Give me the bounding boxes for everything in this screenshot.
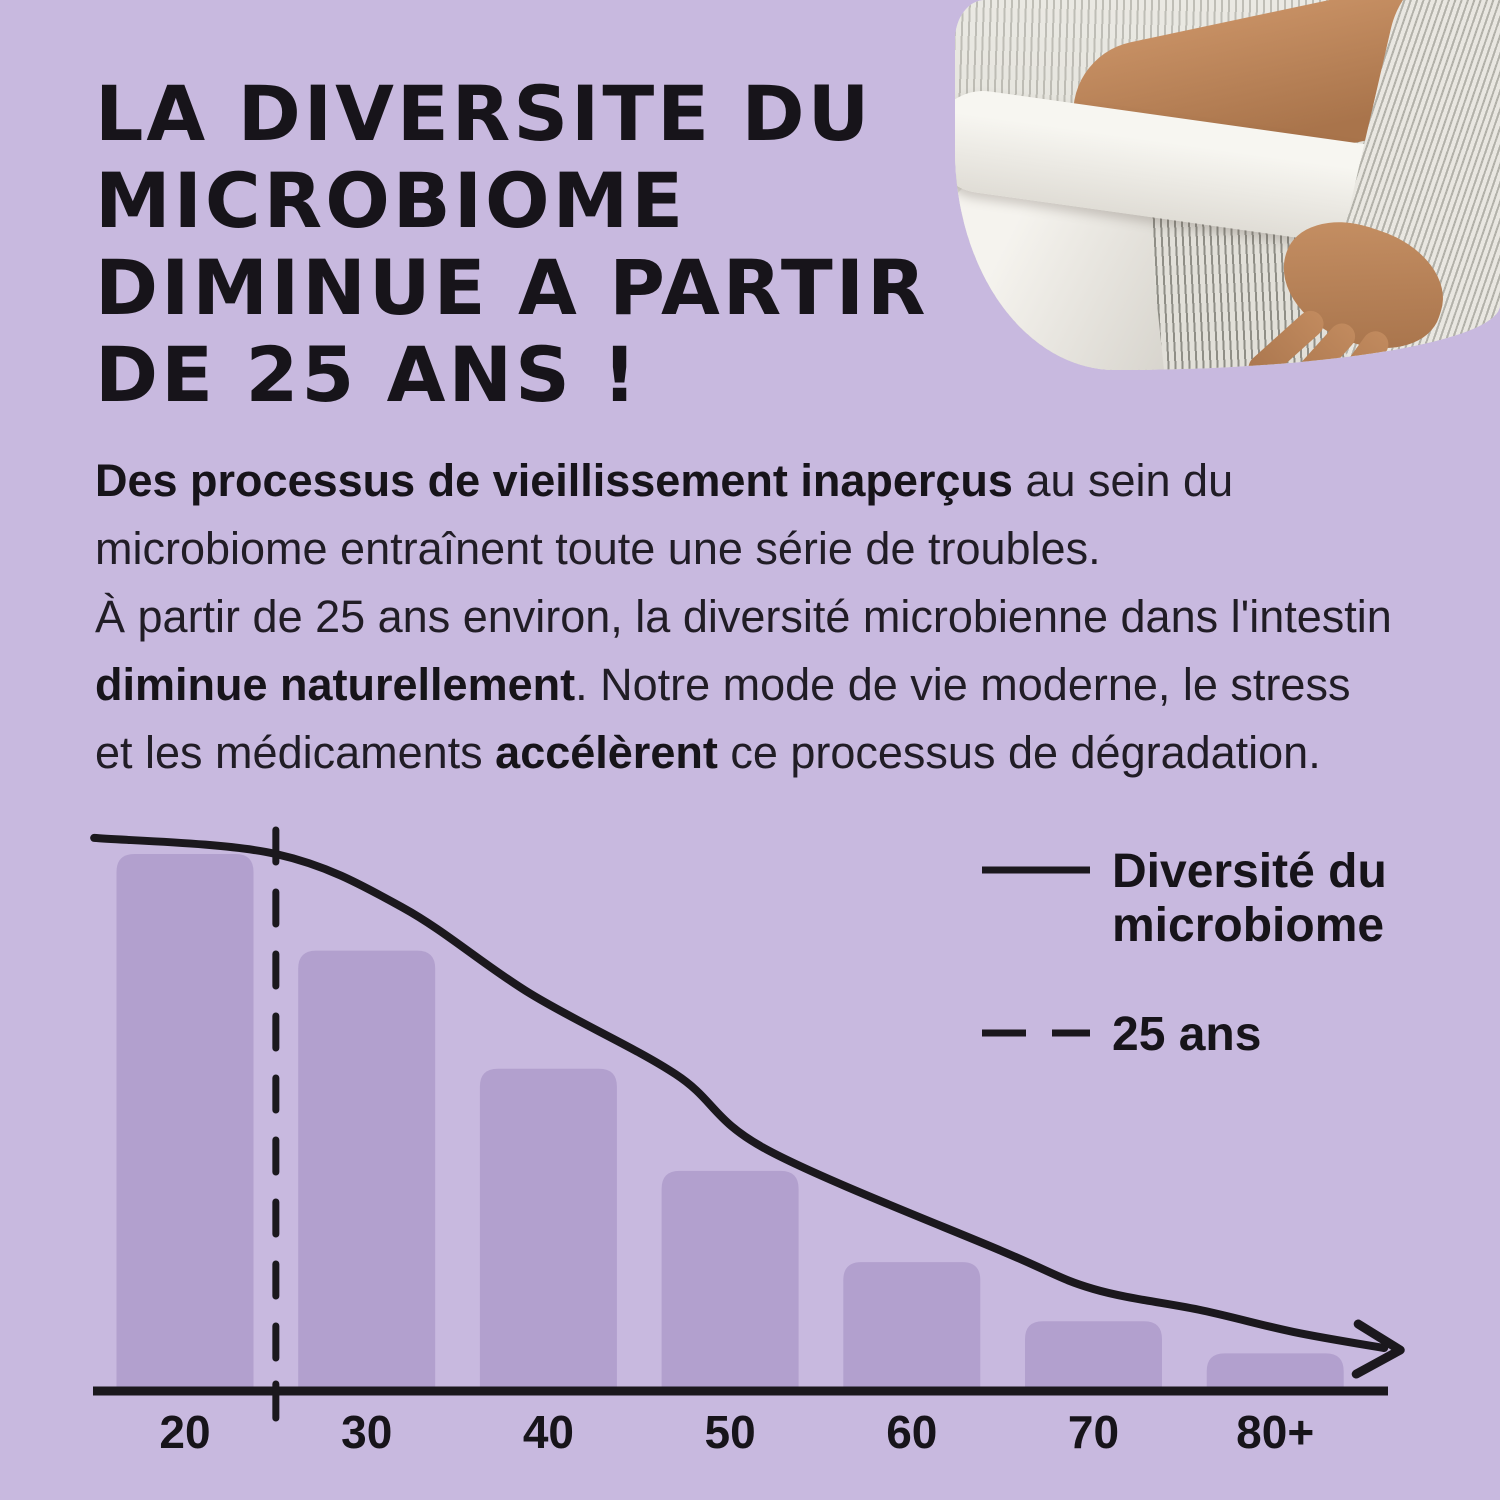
title-line-1: LA DIVERSITE DU xyxy=(95,69,873,158)
intro-text-4: ce processus de dégradation. xyxy=(717,727,1321,778)
x-tick-label-40: 40 xyxy=(523,1406,574,1458)
legend-label-25-ans: 25 ans xyxy=(1112,1008,1261,1061)
diversity-chart: 20 30 40 50 60 70 80+ Diversité du microbiome … xyxy=(90,826,1405,1458)
woman-belly-photo xyxy=(955,0,1500,370)
curve-and-axis-group xyxy=(90,826,1405,1422)
legend-label-diversity-line1: Diversité du xyxy=(1112,845,1387,898)
x-tick-label-20: 20 xyxy=(159,1406,210,1458)
intro-text-3: . Notre mode de vie moderne, le stress e… xyxy=(95,659,1351,778)
legend-label-diversity-line2: microbiome xyxy=(1112,899,1384,952)
curve-arrowhead xyxy=(1351,1319,1405,1379)
intro-bold-1: Des processus de vieillissement inaperçu… xyxy=(95,455,1013,506)
intro-bold-2: diminue naturellement xyxy=(95,659,576,710)
intro-paragraph: Des processus de vieillissement inaperçu… xyxy=(95,447,1395,787)
bar-40 xyxy=(479,1068,617,1391)
page-title: LA DIVERSITE DU MICROBIOME DIMINUE A PAR… xyxy=(95,70,995,418)
x-tick-label-80+: 80+ xyxy=(1236,1406,1314,1458)
bar-50 xyxy=(661,1170,799,1391)
diversity-curve xyxy=(90,833,1389,1352)
x-tick-label-70: 70 xyxy=(1068,1406,1119,1458)
title-line-2: MICROBIOME xyxy=(95,156,687,245)
intro-text-2: À partir de 25 ans environ, la diversité… xyxy=(95,591,1392,642)
bar-80+ xyxy=(1206,1353,1344,1391)
x-tick-labels-group: 20 30 40 50 60 70 80+ xyxy=(159,1406,1314,1458)
bar-30 xyxy=(298,950,436,1391)
x-tick-label-50: 50 xyxy=(705,1406,756,1458)
bar-20 xyxy=(116,854,254,1391)
title-line-4: DE 25 ANS ! xyxy=(95,330,640,419)
bars-group xyxy=(116,854,1344,1391)
bar-60 xyxy=(843,1262,981,1391)
intro-text-1: au sein du microbiome entraînent toute u… xyxy=(95,455,1234,574)
x-tick-label-30: 30 xyxy=(341,1406,392,1458)
x-tick-label-60: 60 xyxy=(886,1406,937,1458)
title-line-3: DIMINUE A PARTIR xyxy=(95,243,929,332)
bar-70 xyxy=(1025,1321,1162,1391)
intro-bold-3: accélèrent xyxy=(495,727,718,778)
